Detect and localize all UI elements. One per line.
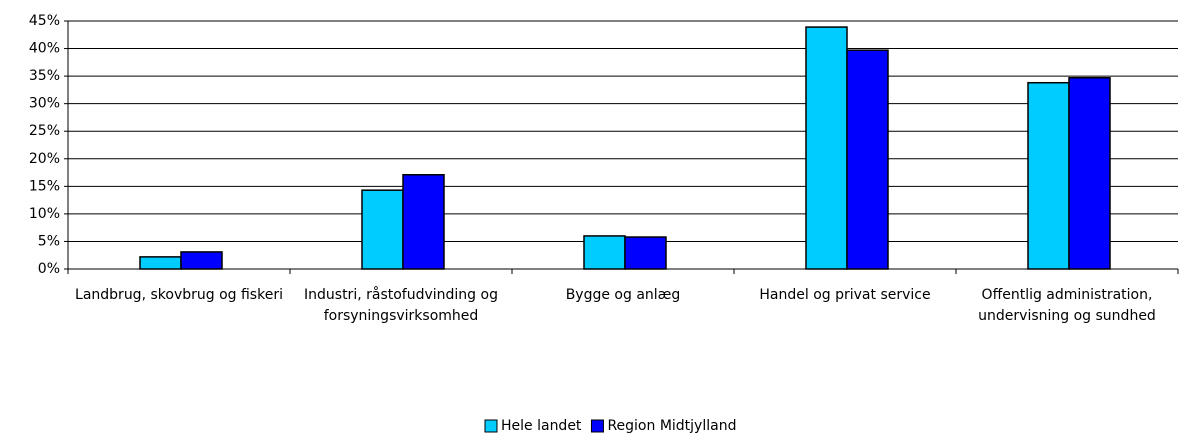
y-tick-label: 10% (29, 206, 60, 222)
y-tick-label: 0% (38, 261, 60, 277)
bar (402, 174, 445, 270)
bar (1068, 77, 1111, 270)
bar (361, 189, 404, 270)
x-tick-label: Offentlig administration, undervisning o… (978, 287, 1156, 324)
bar (139, 256, 182, 270)
legend-label: Hele landet (501, 418, 582, 434)
y-tick-label: 40% (29, 41, 60, 57)
x-tick-label: Landbrug, skovbrug og fiskeri (75, 287, 283, 303)
x-tick-label: Handel og privat service (759, 287, 931, 303)
y-tick-label: 25% (29, 123, 60, 139)
x-tick-label: Industri, råstofudvinding og forsyningsv… (304, 287, 498, 324)
legend-swatch (590, 419, 604, 433)
x-tick-label: Bygge og anlæg (565, 287, 681, 303)
bar (1027, 81, 1070, 270)
bar (805, 26, 848, 270)
y-tick-label: 30% (29, 96, 60, 112)
legend-swatch (484, 419, 498, 433)
y-tick-label: 5% (38, 233, 60, 249)
legend-label: Region Midtjylland (607, 418, 736, 434)
y-tick-label: 15% (29, 178, 60, 194)
bar (624, 236, 667, 270)
bar (846, 49, 889, 270)
bar (583, 235, 626, 270)
bar (180, 251, 223, 270)
y-tick-label: 45% (29, 13, 60, 29)
y-tick-label: 35% (29, 68, 60, 84)
y-tick-label: 20% (29, 151, 60, 167)
